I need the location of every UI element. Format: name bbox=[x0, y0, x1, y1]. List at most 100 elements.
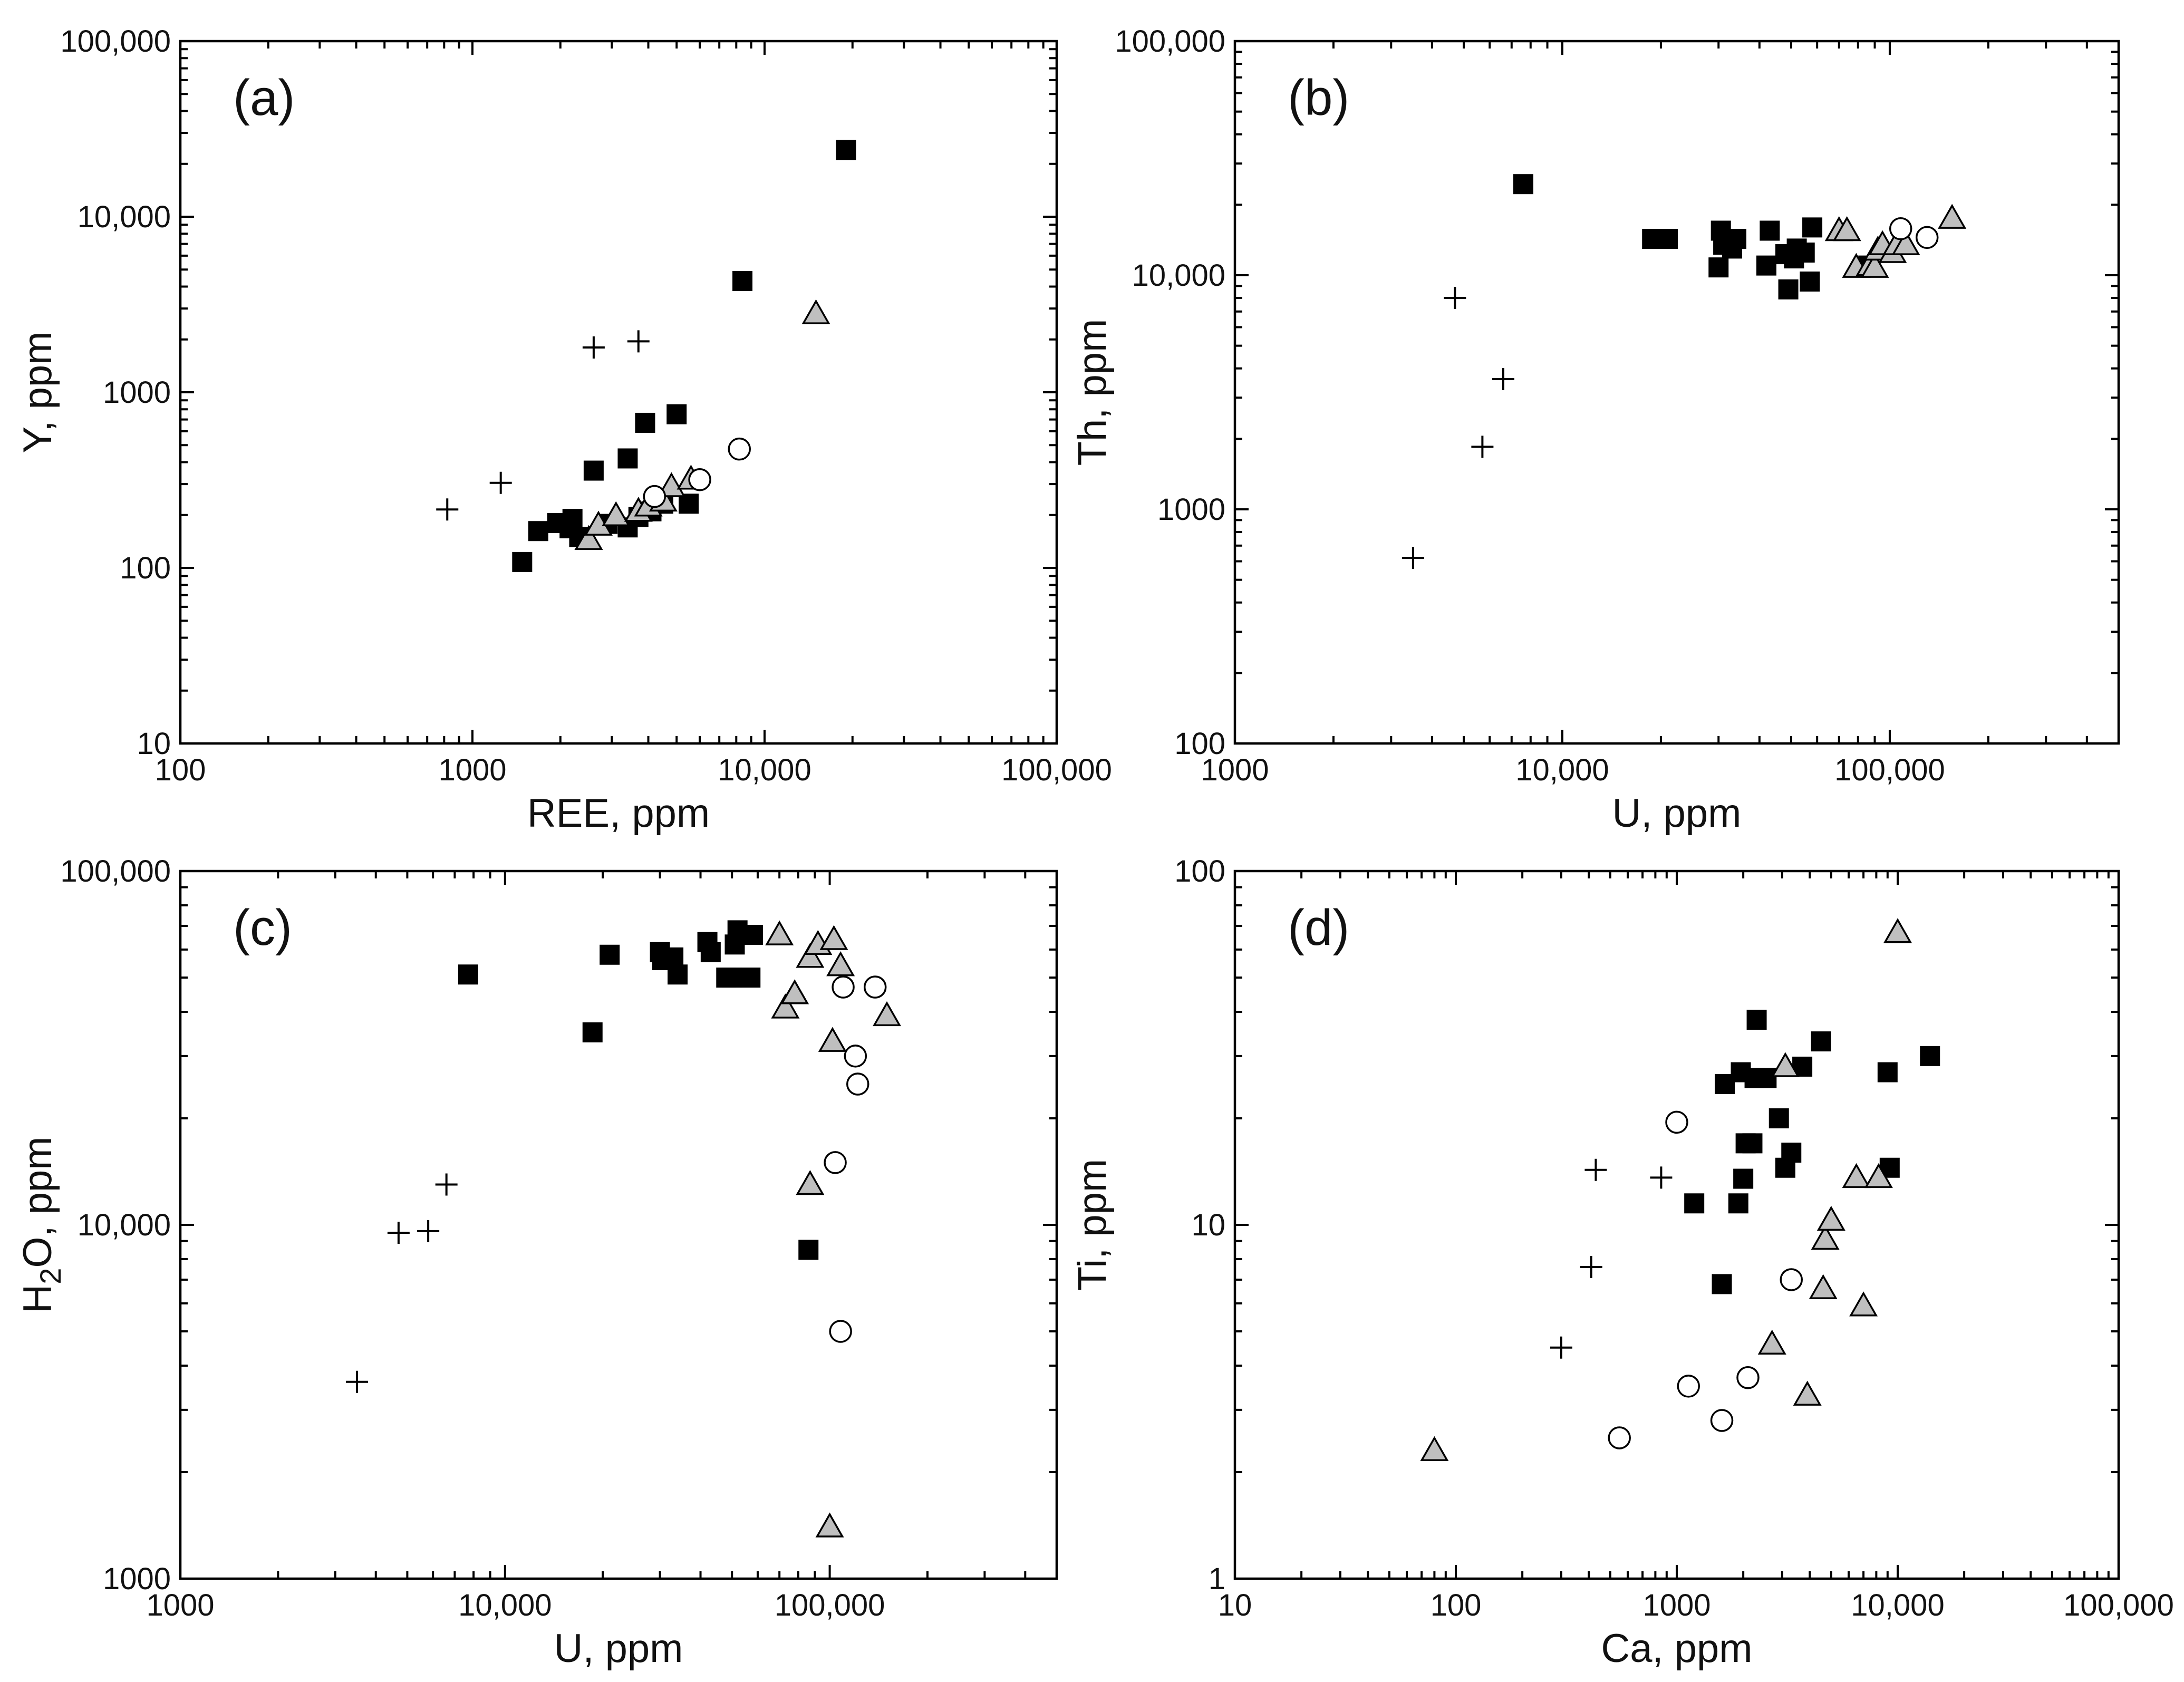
point-c-square bbox=[600, 944, 620, 965]
point-a-triangle bbox=[657, 472, 686, 497]
point-d-triangle bbox=[1883, 918, 1912, 943]
y-tick-label: 1000 bbox=[103, 1562, 171, 1596]
x-tick-label: 1000 bbox=[146, 1588, 214, 1622]
y-tick-label: 10,000 bbox=[1132, 258, 1225, 293]
point-b-plus bbox=[1402, 547, 1424, 569]
point-a-square bbox=[679, 494, 699, 514]
x-tick-label: 10,000 bbox=[1851, 1588, 1944, 1622]
point-d-circle bbox=[1665, 1110, 1688, 1134]
point-d-square bbox=[1728, 1193, 1748, 1214]
point-c-triangle bbox=[796, 1170, 825, 1195]
x-tick-label: 100,000 bbox=[775, 1588, 885, 1622]
panel-label: (c) bbox=[233, 900, 292, 956]
point-a-square bbox=[528, 521, 548, 542]
panel-label: (d) bbox=[1288, 900, 1349, 956]
point-d-circle bbox=[1736, 1366, 1760, 1389]
point-d-triangle bbox=[1864, 1163, 1893, 1188]
x-tick-label: 100 bbox=[1431, 1588, 1482, 1622]
point-a-square bbox=[562, 509, 583, 529]
point-d-circle bbox=[1677, 1375, 1700, 1398]
panel-b: 1000 10,000 100,000100100010,000100,000U, … bbox=[1070, 24, 2120, 836]
point-d-triangle bbox=[1793, 1380, 1822, 1406]
y-tick-label: 100,000 bbox=[60, 854, 171, 888]
plot-frame bbox=[179, 40, 1058, 745]
point-d-square bbox=[1920, 1046, 1940, 1066]
point-c-square bbox=[722, 967, 742, 988]
point-d-square bbox=[1811, 1031, 1831, 1052]
panel-label: (a) bbox=[233, 70, 295, 126]
point-a-plus bbox=[436, 498, 459, 521]
point-b-plus bbox=[1492, 368, 1514, 391]
y-tick-label: 10 bbox=[137, 727, 171, 761]
point-d-triangle bbox=[1420, 1436, 1449, 1462]
x-tick-label: 100 bbox=[155, 753, 206, 787]
point-c-square bbox=[740, 967, 761, 988]
plot-frame bbox=[179, 869, 1058, 1580]
point-a-square bbox=[666, 404, 687, 424]
point-c-triangle bbox=[771, 993, 800, 1019]
point-b-square bbox=[1778, 279, 1799, 299]
panel-a: 100 1000 10,000 100,00010100100010,000100,0… bbox=[15, 24, 1112, 836]
point-b-plus bbox=[1444, 287, 1466, 310]
x-axis-label: U, ppm bbox=[1612, 791, 1742, 836]
point-b-square bbox=[1726, 229, 1747, 249]
y-tick-label: 100,000 bbox=[60, 24, 171, 59]
point-d-circle bbox=[1608, 1426, 1631, 1449]
point-b-triangle bbox=[1891, 230, 1920, 255]
point-c-square bbox=[582, 1022, 603, 1042]
point-c-circle bbox=[824, 1151, 847, 1174]
point-c-square bbox=[663, 947, 684, 968]
point-d-triangle bbox=[1757, 1329, 1786, 1355]
point-c-triangle bbox=[796, 943, 825, 968]
point-d-square bbox=[1756, 1068, 1777, 1088]
point-c-plus bbox=[417, 1220, 440, 1242]
panel-c: 1000 10,000 100,000 1000 10,000 100,000 U, ppm… bbox=[15, 854, 1058, 1671]
point-d-plus bbox=[1580, 1255, 1602, 1278]
point-d-circle bbox=[1780, 1268, 1803, 1291]
point-d-plus bbox=[1550, 1336, 1572, 1359]
y-tick-label: 10 bbox=[1191, 1208, 1225, 1242]
x-axis-label: REE, ppm bbox=[527, 791, 710, 836]
point-a-triangle bbox=[574, 525, 603, 550]
y-tick-label: 1 bbox=[1209, 1562, 1225, 1596]
point-c-triangle bbox=[826, 951, 855, 977]
point-b-circle bbox=[1915, 226, 1939, 249]
x-tick-label: 100,000 bbox=[1834, 753, 1945, 787]
point-a-square bbox=[836, 140, 856, 160]
point-c-circle bbox=[863, 975, 887, 999]
point-d-plus bbox=[1584, 1158, 1607, 1181]
point-d-square bbox=[1769, 1108, 1789, 1129]
point-d-square bbox=[1712, 1274, 1732, 1294]
x-axis-label: U, ppm bbox=[554, 1626, 683, 1671]
point-a-triangle bbox=[602, 501, 631, 526]
y-tick-label: 1000 bbox=[1157, 492, 1225, 527]
point-b-square bbox=[1800, 271, 1820, 292]
point-c-triangle bbox=[780, 979, 809, 1004]
point-c-square bbox=[742, 925, 763, 945]
point-c-square bbox=[458, 964, 478, 985]
point-b-square bbox=[1756, 255, 1777, 276]
point-d-triangle bbox=[1842, 1163, 1871, 1188]
point-d-plus bbox=[1650, 1166, 1673, 1189]
plot-frame bbox=[1233, 869, 2120, 1580]
point-d-triangle bbox=[1771, 1052, 1800, 1077]
point-a-square bbox=[512, 552, 533, 572]
point-b-square bbox=[1513, 174, 1533, 195]
point-b-triangle bbox=[1938, 204, 1967, 229]
point-c-plus bbox=[346, 1370, 369, 1393]
point-d-square bbox=[1781, 1143, 1802, 1163]
point-c-circle bbox=[832, 975, 855, 999]
x-tick-label: 10,000 bbox=[1515, 753, 1609, 787]
point-d-triangle bbox=[1809, 1274, 1838, 1299]
y-axis-label: Y, ppm bbox=[15, 332, 60, 453]
point-a-circle bbox=[728, 437, 751, 461]
point-d-square bbox=[1877, 1062, 1898, 1082]
point-b-triangle bbox=[1832, 216, 1861, 241]
point-c-square bbox=[668, 964, 688, 985]
point-d-triangle bbox=[1849, 1291, 1878, 1317]
x-tick-label: 1000 bbox=[1642, 1588, 1711, 1622]
point-b-square bbox=[1802, 217, 1823, 238]
x-axis-label: Ca, ppm bbox=[1601, 1626, 1752, 1671]
point-a-plus bbox=[582, 336, 605, 359]
point-c-triangle bbox=[819, 925, 848, 950]
